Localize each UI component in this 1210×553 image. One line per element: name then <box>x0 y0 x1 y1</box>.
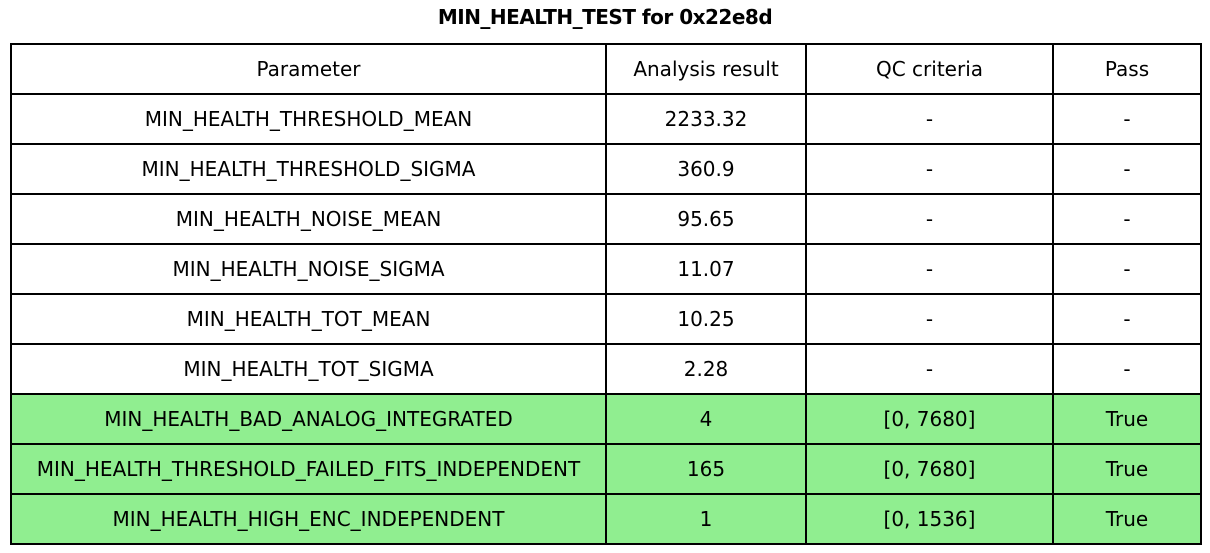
cell-qc-criteria: - <box>805 143 1054 195</box>
cell-qc-criteria: [0, 7680] <box>805 443 1054 495</box>
table-row: MIN_HEALTH_THRESHOLD_FAILED_FITS_INDEPEN… <box>10 443 1202 495</box>
table-row: MIN_HEALTH_NOISE_MEAN 95.65 - - <box>10 193 1202 245</box>
cell-analysis-result: 2.28 <box>605 343 807 395</box>
cell-pass: - <box>1052 293 1202 345</box>
cell-analysis-result: 165 <box>605 443 807 495</box>
cell-analysis-result: 10.25 <box>605 293 807 345</box>
cell-pass: - <box>1052 193 1202 245</box>
table-row: MIN_HEALTH_HIGH_ENC_INDEPENDENT 1 [0, 15… <box>10 493 1202 545</box>
table-row: MIN_HEALTH_THRESHOLD_SIGMA 360.9 - - <box>10 143 1202 195</box>
cell-parameter: MIN_HEALTH_THRESHOLD_SIGMA <box>10 143 607 195</box>
cell-pass: True <box>1052 443 1202 495</box>
cell-qc-criteria: - <box>805 193 1054 245</box>
cell-parameter: MIN_HEALTH_BAD_ANALOG_INTEGRATED <box>10 393 607 445</box>
table-row: MIN_HEALTH_NOISE_SIGMA 11.07 - - <box>10 243 1202 295</box>
cell-qc-criteria: - <box>805 93 1054 145</box>
cell-qc-criteria: [0, 1536] <box>805 493 1054 545</box>
header-row: Parameter Analysis result QC criteria Pa… <box>10 43 1202 95</box>
cell-parameter: MIN_HEALTH_THRESHOLD_MEAN <box>10 93 607 145</box>
cell-pass: - <box>1052 93 1202 145</box>
col-header-analysis-result: Analysis result <box>605 43 807 95</box>
table-row: MIN_HEALTH_TOT_SIGMA 2.28 - - <box>10 343 1202 395</box>
cell-qc-criteria: - <box>805 343 1054 395</box>
qc-results-table: Parameter Analysis result QC criteria Pa… <box>10 43 1202 545</box>
table-row: MIN_HEALTH_TOT_MEAN 10.25 - - <box>10 293 1202 345</box>
cell-analysis-result: 1 <box>605 493 807 545</box>
cell-qc-criteria: - <box>805 293 1054 345</box>
cell-parameter: MIN_HEALTH_HIGH_ENC_INDEPENDENT <box>10 493 607 545</box>
table-row: MIN_HEALTH_BAD_ANALOG_INTEGRATED 4 [0, 7… <box>10 393 1202 445</box>
cell-analysis-result: 2233.32 <box>605 93 807 145</box>
cell-analysis-result: 95.65 <box>605 193 807 245</box>
cell-qc-criteria: [0, 7680] <box>805 393 1054 445</box>
table-row: MIN_HEALTH_THRESHOLD_MEAN 2233.32 - - <box>10 93 1202 145</box>
cell-qc-criteria: - <box>805 243 1054 295</box>
cell-parameter: MIN_HEALTH_TOT_SIGMA <box>10 343 607 395</box>
cell-parameter: MIN_HEALTH_THRESHOLD_FAILED_FITS_INDEPEN… <box>10 443 607 495</box>
figure-title: MIN_HEALTH_TEST for 0x22e8d <box>437 5 773 29</box>
cell-pass: True <box>1052 393 1202 445</box>
cell-pass: - <box>1052 143 1202 195</box>
cell-pass: - <box>1052 343 1202 395</box>
col-header-parameter: Parameter <box>10 43 607 95</box>
cell-parameter: MIN_HEALTH_NOISE_SIGMA <box>10 243 607 295</box>
cell-analysis-result: 360.9 <box>605 143 807 195</box>
col-header-pass: Pass <box>1052 43 1202 95</box>
cell-pass: True <box>1052 493 1202 545</box>
cell-parameter: MIN_HEALTH_NOISE_MEAN <box>10 193 607 245</box>
cell-parameter: MIN_HEALTH_TOT_MEAN <box>10 293 607 345</box>
cell-pass: - <box>1052 243 1202 295</box>
cell-analysis-result: 11.07 <box>605 243 807 295</box>
cell-analysis-result: 4 <box>605 393 807 445</box>
col-header-qc-criteria: QC criteria <box>805 43 1054 95</box>
